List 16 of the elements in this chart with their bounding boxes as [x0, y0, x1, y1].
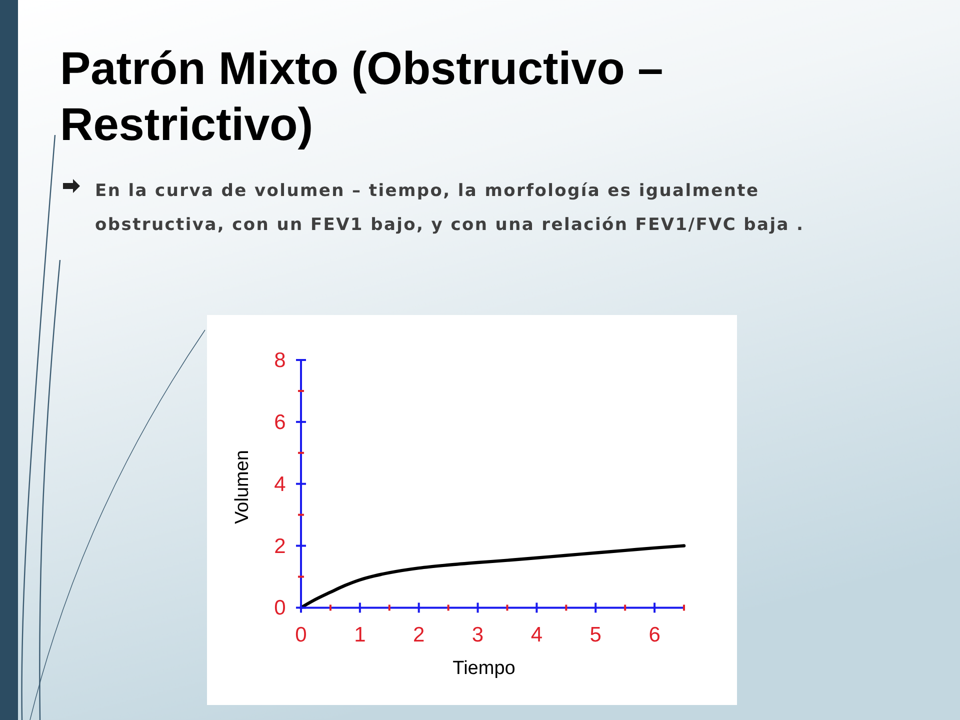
chart-subtitle: En la curva de volumen – tiempo, la morfología es igualmente obstructiva, con un FEV1 bajo, y con una relación FEV1/FVC baja .	[95, 181, 804, 235]
y-tick-label: 6	[274, 410, 286, 434]
y-tick-label: 8	[274, 349, 286, 372]
x-tick-label: 3	[472, 624, 484, 647]
x-tick-label: 1	[354, 624, 366, 647]
x-tick-label: 0	[295, 624, 307, 647]
chart-title: Patrón Mixto (Obstructivo – Restrictivo)	[60, 42, 664, 150]
x-tick-label: 5	[590, 624, 602, 647]
y-tick-label: 0	[274, 596, 286, 620]
y-axis-title: Volumen	[232, 450, 253, 524]
x-tick-label: 2	[413, 624, 425, 647]
y-tick-label: 4	[274, 472, 286, 496]
x-tick-label: 6	[648, 624, 660, 647]
y-tick-label: 2	[274, 534, 286, 558]
x-tick-label: 4	[530, 624, 543, 647]
x-axis-title: Tiempo	[452, 658, 516, 679]
